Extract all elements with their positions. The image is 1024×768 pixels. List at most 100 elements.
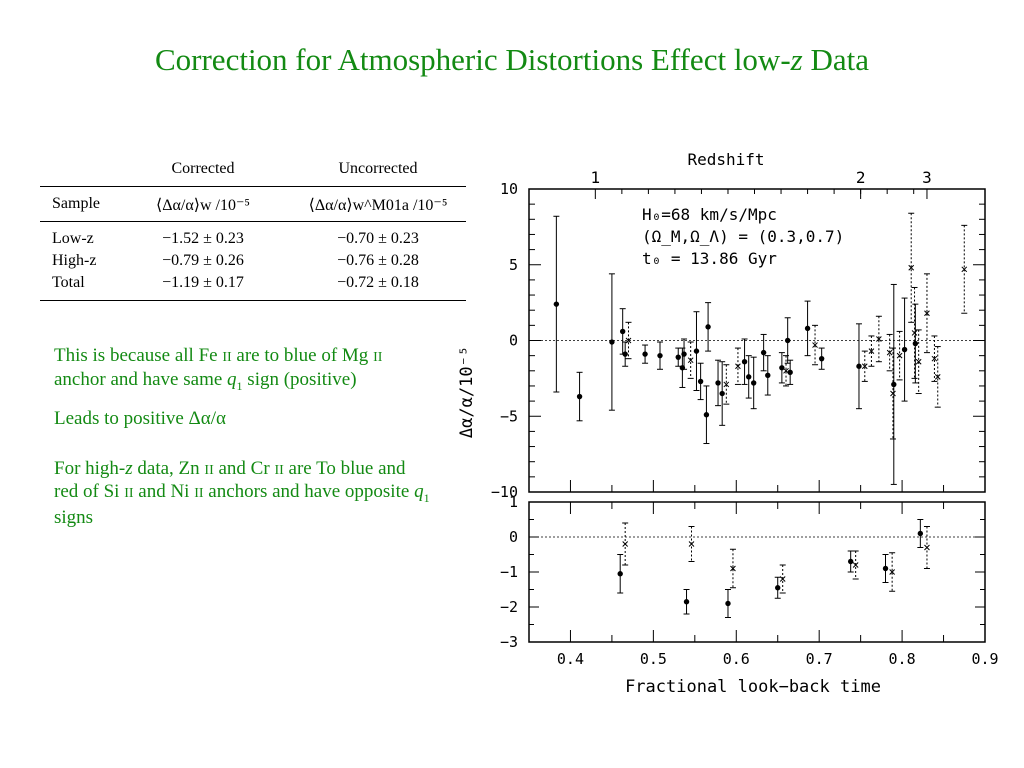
title-main: Correction for Atmospheric Distortions E…: [154, 42, 791, 77]
note-text: are To blue and red of Si: [54, 457, 406, 503]
corrected-point: [787, 369, 793, 376]
top-panel-points: [553, 212, 968, 485]
note-text: data, Zn: [132, 457, 205, 479]
y-tick-label: −10: [491, 483, 518, 501]
table-row: Total −1.19 ± 0.17 −0.72 ± 0.18: [40, 272, 466, 294]
x-tick-label: 0.4: [557, 650, 584, 668]
corrected-point: [576, 393, 583, 400]
y-axis-label: Δα/α/10⁻⁵: [457, 346, 477, 438]
x-tick-label: 0.7: [806, 650, 833, 668]
corrected-point: [741, 359, 748, 365]
y-tick-label: 5: [509, 256, 518, 274]
corrected-point: [622, 351, 628, 357]
note-text: signs: [54, 506, 94, 528]
note-positive: Leads to positive Δα/α: [54, 407, 434, 431]
y-tick-label: −5: [500, 407, 518, 425]
row-sample: Low-z: [52, 230, 94, 247]
corrected-point: [693, 348, 700, 354]
corrected-point: [703, 412, 710, 418]
uncorrected-point: [783, 367, 789, 374]
row-uncorrected: −0.72 ± 0.18: [337, 274, 419, 291]
table-mid-rule: [40, 221, 466, 222]
note-text: Leads to positive Δα/α: [54, 408, 226, 430]
corrected-point: [847, 558, 854, 565]
note-text: and Ni: [133, 481, 195, 503]
note-ion: II: [124, 486, 134, 502]
note-ion: II: [194, 486, 204, 502]
note-text: sign (positive): [242, 368, 357, 390]
title-z: z: [790, 42, 803, 77]
note-q: q: [414, 481, 424, 503]
corrected-point: [775, 585, 781, 591]
results-table: Corrected Uncorrected Sample ⟨Δα/α⟩w /10…: [40, 160, 466, 301]
corrected-point: [765, 372, 771, 379]
uncorrected-point: [908, 264, 915, 271]
uncorrected-point: [961, 266, 968, 273]
corrected-point: [725, 600, 731, 607]
corrected-point: [856, 363, 862, 369]
corrected-point: [609, 339, 615, 345]
note-sub: 1: [423, 491, 430, 506]
redshift-tick-label: 3: [922, 168, 932, 187]
note-z: z: [125, 457, 133, 479]
corrected-point: [901, 346, 908, 353]
corrected-point: [891, 381, 897, 388]
row-corrected: −1.19 ± 0.17: [162, 274, 244, 291]
redshift-tick-label: 2: [856, 168, 866, 187]
corrected-point: [882, 565, 889, 572]
alpha-plot: 0.4 0.5 0.6 0.7 0.8 0.9 1 2 3 10 5 0 −5 −10 1 0 −1 −2 −3 R…: [440, 140, 1010, 705]
table-bottom-rule: [40, 300, 466, 301]
row-uncorrected: −0.76 ± 0.28: [337, 252, 419, 269]
row-sample: High-z: [52, 252, 97, 269]
note-ion: II: [222, 350, 232, 365]
corrected-point: [553, 301, 560, 307]
uncorrected-point: [735, 363, 741, 370]
annotation-hubble: H₀=68 km/s/Mpc: [642, 205, 777, 224]
note-high-z: For high-z data, Zn II and Cr II are To …: [54, 457, 434, 530]
y-tick-label: 1: [509, 493, 518, 511]
table-top-rule: [40, 186, 466, 187]
group-header-uncorrected: Uncorrected: [338, 160, 418, 177]
uncorrected-point: [723, 381, 730, 388]
uncorrected-point: [911, 330, 918, 336]
uncorrected-point: [622, 541, 629, 547]
group-header-corrected: Corrected: [171, 160, 235, 177]
corrected-point: [818, 355, 825, 362]
uncorrected-point: [934, 374, 941, 380]
note-q: q: [227, 368, 237, 390]
uncorrected-point: [924, 310, 930, 317]
row-corrected: −0.79 ± 0.26: [162, 252, 244, 269]
x-axis-label: Fractional look−back time: [625, 677, 881, 697]
corrected-point: [617, 571, 623, 577]
uncorrected-point: [886, 349, 893, 356]
note-text: anchor and have same: [54, 368, 228, 390]
note-fe-mg: This is because all Fe II are to blue of…: [54, 344, 434, 393]
bottom-panel-frame: [528, 501, 986, 643]
x-tick-label: 0.9: [971, 650, 998, 668]
corrected-point: [697, 378, 704, 385]
y-tick-label: 0: [509, 332, 518, 350]
uncorrected-point: [868, 348, 875, 354]
corrected-point: [675, 354, 681, 360]
y-tick-label: −1: [500, 563, 518, 581]
corrected-point: [715, 380, 721, 386]
note-text: anchors and have opposite: [203, 481, 415, 503]
corrected-point: [657, 352, 663, 359]
uncorrected-point: [779, 576, 786, 582]
row-uncorrected: −0.70 ± 0.23: [337, 230, 419, 247]
redshift-tick-label: 1: [591, 168, 601, 187]
note-text: and Cr: [213, 457, 275, 479]
row-corrected: −1.52 ± 0.23: [162, 230, 244, 247]
corrected-point: [705, 324, 711, 330]
uncorrected-point: [688, 541, 695, 547]
note-ion: II: [274, 462, 284, 478]
uncorrected-point: [852, 562, 859, 568]
y-tick-label: 0: [509, 528, 518, 546]
header-uncorrected: ⟨Δα/α⟩w^M01a /10⁻⁵: [308, 197, 448, 214]
bottom-panel-points: [617, 519, 930, 618]
uncorrected-point: [625, 337, 632, 344]
corrected-point: [779, 365, 785, 371]
table-row: Low-z −1.52 ± 0.23 −0.70 ± 0.23: [40, 228, 466, 250]
x-tick-label: 0.5: [640, 650, 667, 668]
corrected-point: [683, 599, 690, 605]
